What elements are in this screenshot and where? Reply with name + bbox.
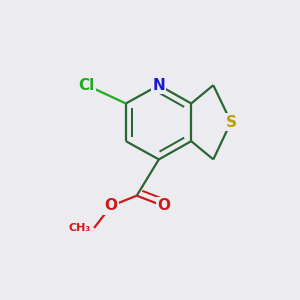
Text: N: N bbox=[152, 78, 165, 93]
Text: S: S bbox=[226, 115, 236, 130]
Text: Cl: Cl bbox=[79, 78, 95, 93]
Text: O: O bbox=[105, 198, 118, 213]
Text: CH₃: CH₃ bbox=[69, 223, 91, 233]
Text: O: O bbox=[157, 198, 170, 213]
